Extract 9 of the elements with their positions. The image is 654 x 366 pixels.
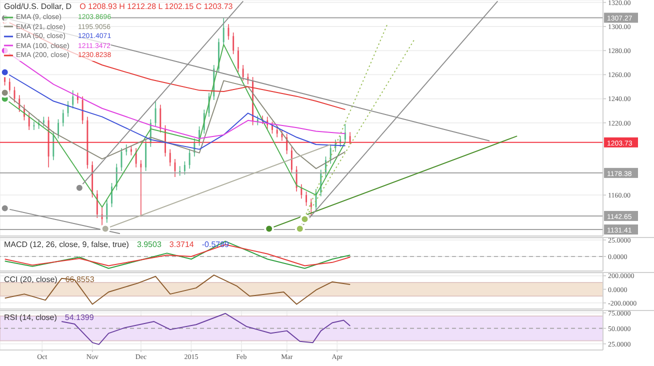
annotation: 66.8553 (65, 275, 94, 284)
chart-title: CCI (20, close) (4, 275, 58, 284)
annotation: O 1208.93 H 1212.28 L 1202.15 C 1203.73 (80, 2, 233, 11)
chart-title: RSI (14, close) (4, 313, 57, 322)
annotation: 3.3714 (169, 240, 194, 249)
annotation: 54.1399 (64, 313, 94, 322)
chart-title: Gold/U.S. Dollar, D (4, 2, 72, 11)
chart-title: MACD (12, 26, close, 9, false, true) (4, 240, 129, 249)
annotation: 3.9503 (136, 240, 162, 249)
